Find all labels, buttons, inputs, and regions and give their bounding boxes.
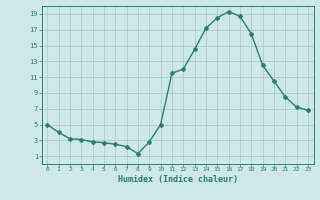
- X-axis label: Humidex (Indice chaleur): Humidex (Indice chaleur): [118, 175, 237, 184]
